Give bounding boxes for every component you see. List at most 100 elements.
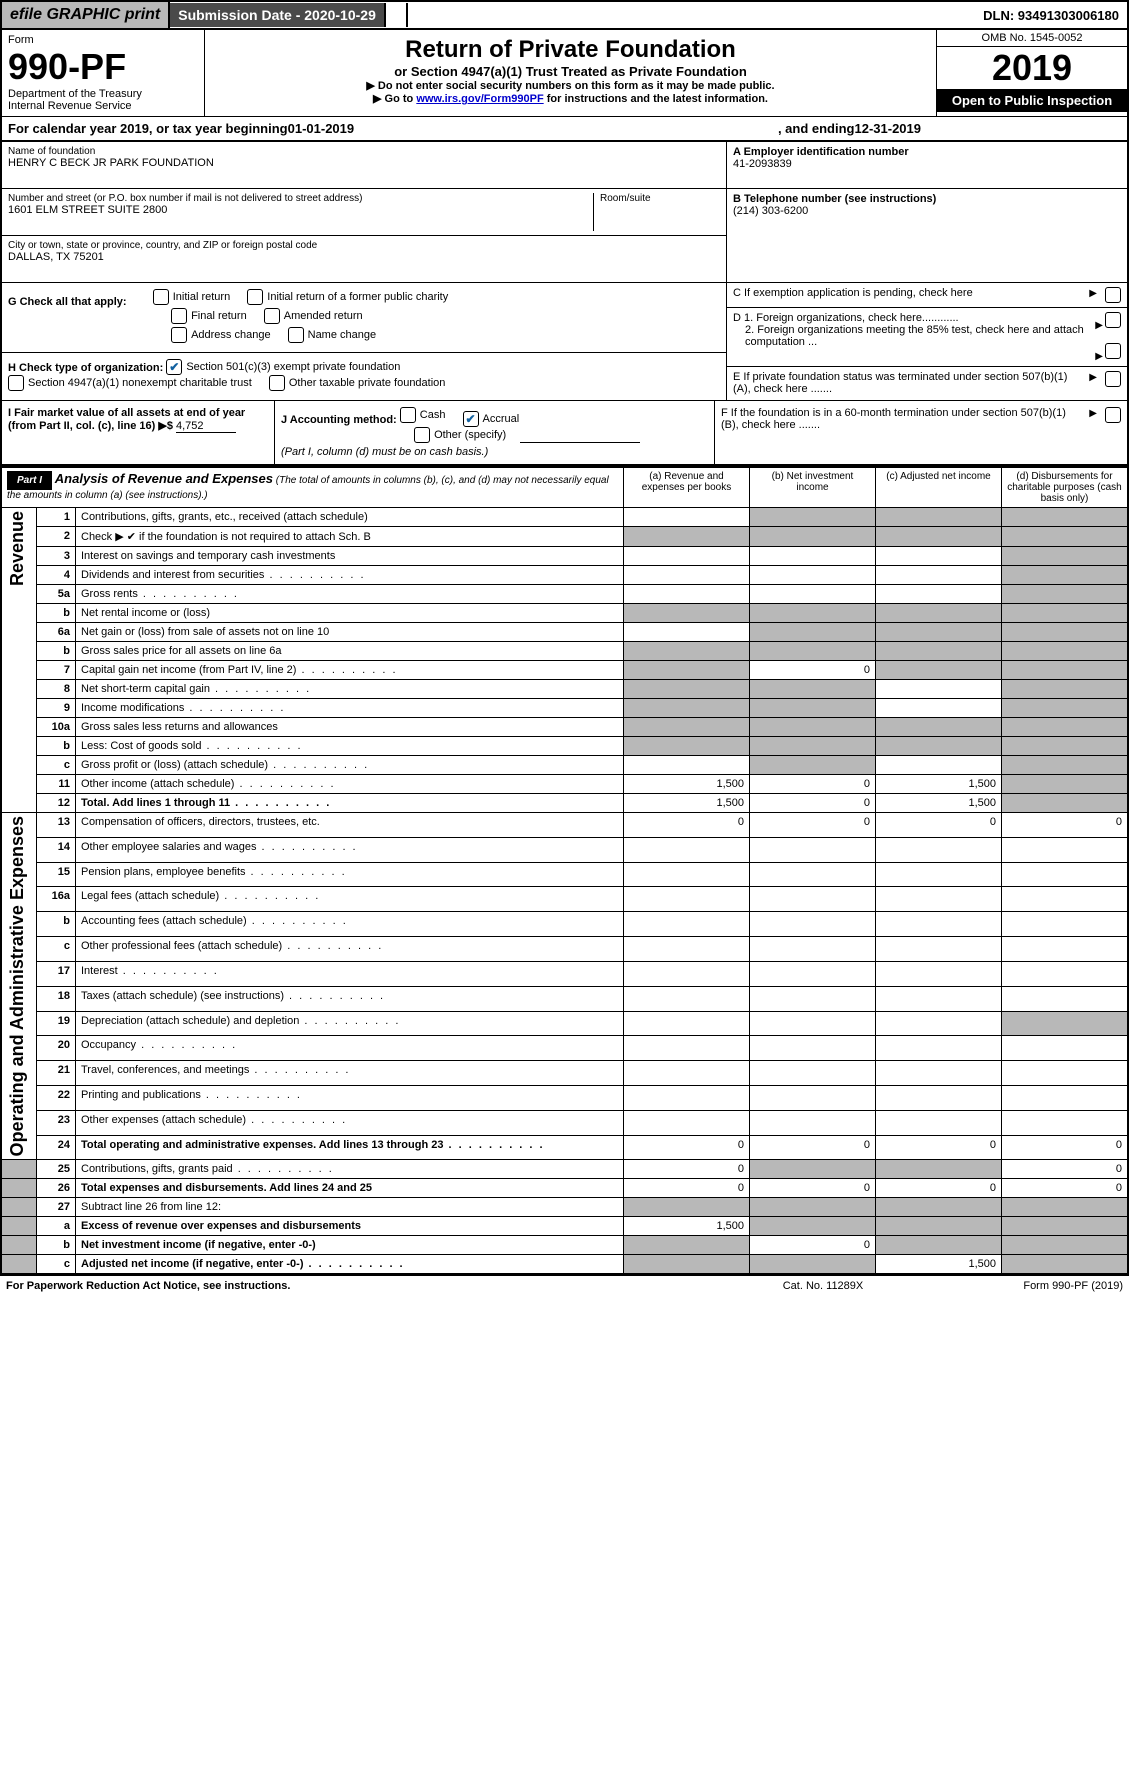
cal-pre: For calendar year 2019, or tax year begi… <box>8 121 288 136</box>
ck-cash[interactable] <box>400 407 416 423</box>
form-subtitle: or Section 4947(a)(1) Trust Treated as P… <box>211 64 930 79</box>
instr-link[interactable]: www.irs.gov/Form990PF <box>416 93 543 105</box>
val-13a: 0 <box>624 813 750 838</box>
line-26: Total expenses and disbursements. Add li… <box>76 1179 624 1198</box>
arrow-icon <box>1089 407 1099 419</box>
line-25: Contributions, gifts, grants paid <box>76 1160 624 1179</box>
expenses-label: Operating and Administrative Expenses <box>7 816 28 1156</box>
g-opt-0: Initial return <box>173 291 230 303</box>
i-value: 4,752 <box>176 420 236 433</box>
ck-4947[interactable] <box>8 375 24 391</box>
line-24: Total operating and administrative expen… <box>76 1135 624 1160</box>
street-address: 1601 ELM STREET SUITE 2800 <box>8 204 593 216</box>
form-number: 990-PF <box>8 46 198 88</box>
cal-begin: 01-01-2019 <box>288 121 355 136</box>
line-1: Contributions, gifts, grants, etc., rece… <box>76 508 624 527</box>
val-11a: 1,500 <box>624 775 750 794</box>
j-accrual: Accrual <box>483 413 520 425</box>
addr-label: Number and street (or P.O. box number if… <box>8 193 593 204</box>
line-27: Subtract line 26 from line 12: <box>76 1198 624 1217</box>
efile-label[interactable]: efile GRAPHIC print <box>2 2 170 28</box>
line-22: Printing and publications <box>76 1085 624 1110</box>
col-a: (a) Revenue and expenses per books <box>624 467 750 508</box>
val-12b: 0 <box>750 794 876 813</box>
val-12a: 1,500 <box>624 794 750 813</box>
dept-label: Department of the Treasury <box>8 88 198 100</box>
f-text: F If the foundation is in a 60-month ter… <box>721 407 1083 431</box>
ck-initial-return[interactable] <box>153 289 169 305</box>
val-26a: 0 <box>624 1179 750 1198</box>
cal-mid: , and ending <box>778 121 855 136</box>
g-opt-3: Initial return of a former public charit… <box>267 291 448 303</box>
val-13d: 0 <box>1002 813 1129 838</box>
j-note: (Part I, column (d) must be on cash basi… <box>281 446 488 458</box>
arrow-icon <box>1095 350 1105 362</box>
ein-label: A Employer identification number <box>733 146 1121 158</box>
line-18: Taxes (attach schedule) (see instruction… <box>76 986 624 1011</box>
ck-d1[interactable] <box>1105 312 1121 328</box>
omb-number: OMB No. 1545-0052 <box>937 30 1127 47</box>
instr-2-pre: ▶ Go to <box>373 93 416 105</box>
g-opt-2: Address change <box>191 329 271 341</box>
line-23: Other expenses (attach schedule) <box>76 1110 624 1135</box>
g-label: G Check all that apply: <box>8 296 127 308</box>
form-title: Return of Private Foundation <box>211 36 930 64</box>
name-label: Name of foundation <box>8 146 720 157</box>
revenue-label: Revenue <box>7 511 28 586</box>
val-7b: 0 <box>750 661 876 680</box>
col-b: (b) Net investment income <box>750 467 876 508</box>
h-label: H Check type of organization: <box>8 362 163 374</box>
line-19: Depreciation (attach schedule) and deple… <box>76 1011 624 1036</box>
d1-text: D 1. Foreign organizations, check here..… <box>733 312 1089 324</box>
line-16c: Other professional fees (attach schedule… <box>76 937 624 962</box>
cat-no: Cat. No. 11289X <box>723 1280 923 1292</box>
ck-d2[interactable] <box>1105 343 1121 359</box>
submission-date: Submission Date - 2020-10-29 <box>170 3 386 27</box>
j-label: J Accounting method: <box>281 414 397 426</box>
j-other: Other (specify) <box>434 429 506 441</box>
ck-other-method[interactable] <box>414 427 430 443</box>
instr-1: ▶ Do not enter social security numbers o… <box>211 79 930 92</box>
line-11: Other income (attach schedule) <box>76 775 624 794</box>
tel-value: (214) 303-6200 <box>733 205 1121 217</box>
line-20: Occupancy <box>76 1036 624 1061</box>
line-16a: Legal fees (attach schedule) <box>76 887 624 912</box>
ck-f[interactable] <box>1105 407 1121 423</box>
val-24b: 0 <box>750 1135 876 1160</box>
val-27a: 1,500 <box>624 1217 750 1236</box>
line-27a: Excess of revenue over expenses and disb… <box>76 1217 624 1236</box>
ck-e[interactable] <box>1105 371 1121 387</box>
arrow-icon <box>1089 371 1099 383</box>
ck-accrual[interactable] <box>463 411 479 427</box>
info-block: Name of foundation HENRY C BECK JR PARK … <box>0 142 1129 283</box>
line-16b: Accounting fees (attach schedule) <box>76 912 624 937</box>
val-26c: 0 <box>876 1179 1002 1198</box>
h-opt-1: Section 501(c)(3) exempt private foundat… <box>186 361 400 373</box>
line-2: Check ▶ ✔ if the foundation is not requi… <box>76 527 624 547</box>
open-inspection: Open to Public Inspection <box>937 89 1127 112</box>
line-6a: Net gain or (loss) from sale of assets n… <box>76 623 624 642</box>
line-6b: Gross sales price for all assets on line… <box>76 642 624 661</box>
irs-label: Internal Revenue Service <box>8 100 198 112</box>
ck-c[interactable] <box>1105 287 1121 303</box>
j-cash: Cash <box>420 409 446 421</box>
form-ref: Form 990-PF (2019) <box>923 1280 1123 1292</box>
ck-final-return[interactable] <box>171 308 187 324</box>
val-25a: 0 <box>624 1160 750 1179</box>
calendar-year-row: For calendar year 2019, or tax year begi… <box>0 116 1129 142</box>
val-25d: 0 <box>1002 1160 1129 1179</box>
ck-501c3[interactable] <box>166 359 182 375</box>
line-3: Interest on savings and temporary cash i… <box>76 547 624 566</box>
val-11b: 0 <box>750 775 876 794</box>
h-opt-3: Other taxable private foundation <box>289 377 446 389</box>
arrow-icon <box>1095 319 1105 331</box>
line-14: Other employee salaries and wages <box>76 837 624 862</box>
ck-address-change[interactable] <box>171 327 187 343</box>
analysis-table: Part I Analysis of Revenue and Expenses … <box>0 466 1129 1275</box>
ck-initial-public[interactable] <box>247 289 263 305</box>
line-10b: Less: Cost of goods sold <box>76 737 624 756</box>
ck-other-taxable[interactable] <box>269 375 285 391</box>
ck-amended[interactable] <box>264 308 280 324</box>
c-text: C If exemption application is pending, c… <box>733 287 1083 299</box>
ck-name-change[interactable] <box>288 327 304 343</box>
